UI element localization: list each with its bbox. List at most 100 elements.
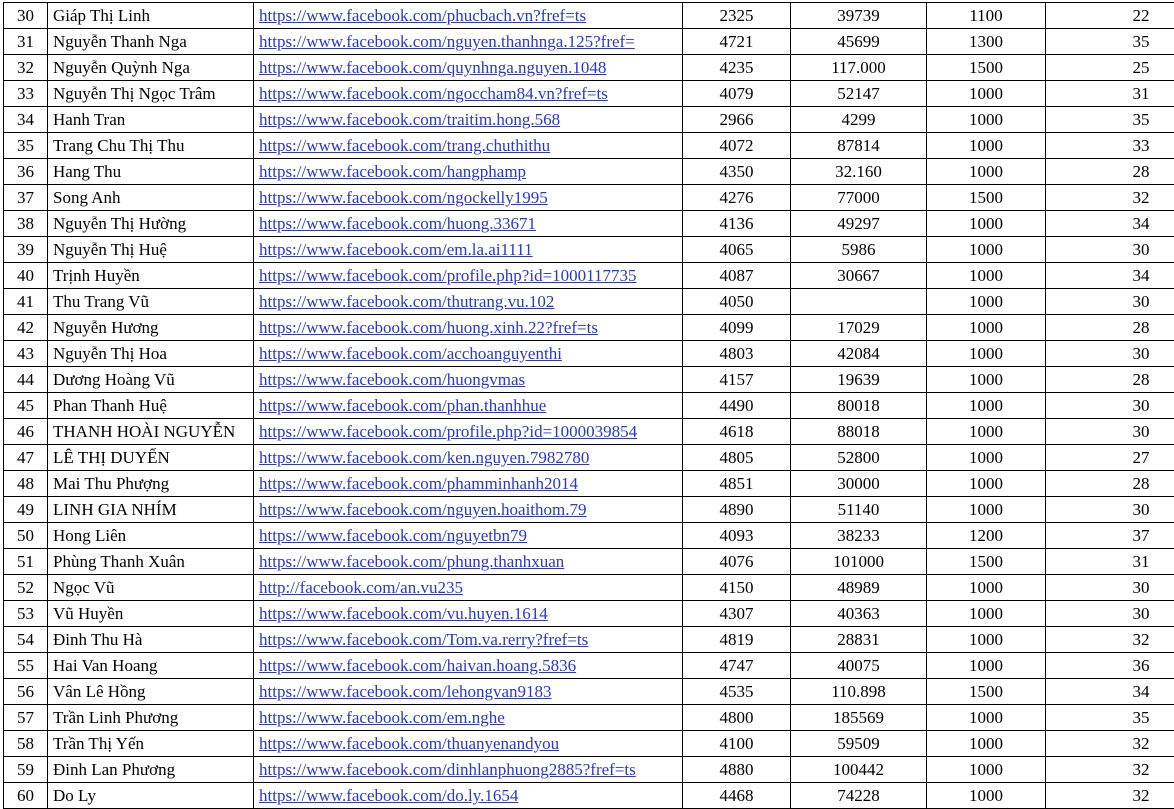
facebook-link[interactable]: https://www.facebook.com/nguyen.thanhnga… (259, 32, 635, 51)
value-cell: 52800 (791, 445, 927, 471)
row-number-cell: 56 (4, 679, 48, 705)
value-cell (791, 289, 927, 315)
value-cell: 1000 (927, 367, 1046, 393)
value-cell: 1000 (927, 289, 1046, 315)
facebook-link[interactable]: https://www.facebook.com/profile.php?id=… (259, 266, 637, 285)
value-cell: 1000 (927, 757, 1046, 783)
facebook-url-cell: https://www.facebook.com/dinhlanphuong28… (254, 757, 683, 783)
facebook-link[interactable]: https://www.facebook.com/lehongvan9183 (259, 682, 552, 701)
value-cell: 36 (1046, 653, 1174, 679)
facebook-link[interactable]: https://www.facebook.com/em.la.ai1111 (259, 240, 533, 259)
value-cell: 110.898 (791, 679, 927, 705)
value-cell: 4050 (683, 289, 791, 315)
facebook-link[interactable]: https://www.facebook.com/hangphamp (259, 162, 526, 181)
name-cell: Đinh Thu Hà (48, 627, 254, 653)
value-cell: 4535 (683, 679, 791, 705)
row-number-cell: 31 (4, 29, 48, 55)
facebook-link[interactable]: https://www.facebook.com/phucbach.vn?fre… (259, 6, 586, 25)
value-cell: 4350 (683, 159, 791, 185)
value-cell: 30 (1046, 601, 1174, 627)
row-number-cell: 46 (4, 419, 48, 445)
name-cell: Nguyễn Thanh Nga (48, 29, 254, 55)
value-cell: 32 (1046, 627, 1174, 653)
facebook-link[interactable]: https://www.facebook.com/do.ly.1654 (259, 786, 518, 805)
value-cell: 101000 (791, 549, 927, 575)
facebook-link[interactable]: https://www.facebook.com/huong.xinh.22?f… (259, 318, 598, 337)
facebook-link[interactable]: https://www.facebook.com/haivan.hoang.58… (259, 656, 576, 675)
row-number-cell: 33 (4, 81, 48, 107)
value-cell: 30 (1046, 497, 1174, 523)
row-number-cell: 36 (4, 159, 48, 185)
name-cell: Trang Chu Thị Thu (48, 133, 254, 159)
facebook-link[interactable]: https://www.facebook.com/phamminhanh2014 (259, 474, 578, 493)
facebook-link[interactable]: https://www.facebook.com/ngoccham84.vn?f… (259, 84, 608, 103)
value-cell: 17029 (791, 315, 927, 341)
value-cell: 49297 (791, 211, 927, 237)
value-cell: 4490 (683, 393, 791, 419)
name-cell: Nguyễn Thị Huệ (48, 237, 254, 263)
value-cell: 4072 (683, 133, 791, 159)
facebook-url-cell: https://www.facebook.com/lehongvan9183 (254, 679, 683, 705)
facebook-link[interactable]: https://www.facebook.com/nguyetbn79 (259, 526, 527, 545)
facebook-link[interactable]: http://facebook.com/an.vu235 (259, 578, 463, 597)
facebook-link[interactable]: https://www.facebook.com/phan.thanhhue (259, 396, 546, 415)
facebook-url-cell: https://www.facebook.com/thuanyenandyou (254, 731, 683, 757)
value-cell: 2325 (683, 3, 791, 29)
facebook-url-cell: https://www.facebook.com/huong.xinh.22?f… (254, 315, 683, 341)
facebook-link[interactable]: https://www.facebook.com/vu.huyen.1614 (259, 604, 548, 623)
value-cell: 32.160 (791, 159, 927, 185)
row-number-cell: 30 (4, 3, 48, 29)
facebook-link[interactable]: https://www.facebook.com/Tom.va.rerry?fr… (259, 630, 588, 649)
value-cell: 5986 (791, 237, 927, 263)
value-cell: 1000 (927, 159, 1046, 185)
value-cell: 4299 (791, 107, 927, 133)
name-cell: Vân Lê Hồng (48, 679, 254, 705)
facebook-url-cell: https://www.facebook.com/ngoccham84.vn?f… (254, 81, 683, 107)
facebook-link[interactable]: https://www.facebook.com/em.nghe (259, 708, 505, 727)
value-cell: 1000 (927, 497, 1046, 523)
value-cell: 52147 (791, 81, 927, 107)
value-cell: 1000 (927, 341, 1046, 367)
facebook-link[interactable]: https://www.facebook.com/ngockelly1995 (259, 188, 548, 207)
value-cell: 80018 (791, 393, 927, 419)
facebook-url-cell: https://www.facebook.com/quynhnga.nguyen… (254, 55, 683, 81)
facebook-link[interactable]: https://www.facebook.com/huong.33671 (259, 214, 536, 233)
row-number-cell: 49 (4, 497, 48, 523)
facebook-link[interactable]: https://www.facebook.com/acchoanguyenthi (259, 344, 562, 363)
value-cell: 87814 (791, 133, 927, 159)
facebook-link[interactable]: https://www.facebook.com/trang.chuthithu (259, 136, 550, 155)
value-cell: 1000 (927, 107, 1046, 133)
facebook-link[interactable]: https://www.facebook.com/quynhnga.nguyen… (259, 58, 606, 77)
value-cell: 1000 (927, 315, 1046, 341)
value-cell: 1000 (927, 237, 1046, 263)
facebook-url-cell: https://www.facebook.com/haivan.hoang.58… (254, 653, 683, 679)
facebook-link[interactable]: https://www.facebook.com/profile.php?id=… (259, 422, 637, 441)
value-cell: 34 (1046, 211, 1174, 237)
facebook-link[interactable]: https://www.facebook.com/ken.nguyen.7982… (259, 448, 589, 467)
facebook-url-cell: https://www.facebook.com/nguyetbn79 (254, 523, 683, 549)
value-cell: 1000 (927, 133, 1046, 159)
row-number-cell: 39 (4, 237, 48, 263)
value-cell: 1000 (927, 211, 1046, 237)
facebook-url-cell: https://www.facebook.com/hangphamp (254, 159, 683, 185)
facebook-link[interactable]: https://www.facebook.com/phung.thanhxuan (259, 552, 564, 571)
value-cell: 4079 (683, 81, 791, 107)
facebook-link[interactable]: https://www.facebook.com/dinhlanphuong28… (259, 760, 636, 779)
facebook-link[interactable]: https://www.facebook.com/huongvmas (259, 370, 525, 389)
facebook-link[interactable]: https://www.facebook.com/nguyen.hoaithom… (259, 500, 587, 519)
value-cell: 4100 (683, 731, 791, 757)
facebook-link[interactable]: https://www.facebook.com/thutrang.vu.102 (259, 292, 554, 311)
facebook-link[interactable]: https://www.facebook.com/traitim.hong.56… (259, 110, 560, 129)
facebook-link[interactable]: https://www.facebook.com/thuanyenandyou (259, 734, 559, 753)
